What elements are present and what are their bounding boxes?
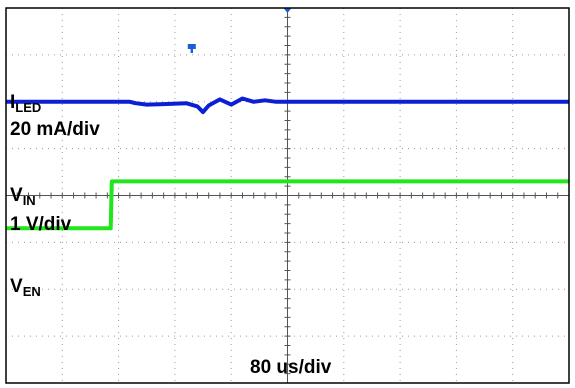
timebase-label: 80 us/div: [250, 357, 332, 378]
traces: [6, 96, 569, 231]
vin-scale-label: 1 V/div: [10, 214, 72, 235]
trace-v-in: [6, 96, 569, 115]
iled-scale-label: 20 mA/div: [10, 119, 100, 140]
trace-v-en: [6, 179, 569, 231]
graticule: [5, 7, 570, 384]
plot-frame: [5, 7, 570, 384]
iled-label: ILED: [10, 92, 41, 115]
ven-label: VEN: [10, 276, 41, 299]
trigger-position-marker-icon: [283, 8, 292, 13]
trigger-marker-icon: [187, 44, 196, 53]
vin-label: VIN: [10, 185, 36, 208]
